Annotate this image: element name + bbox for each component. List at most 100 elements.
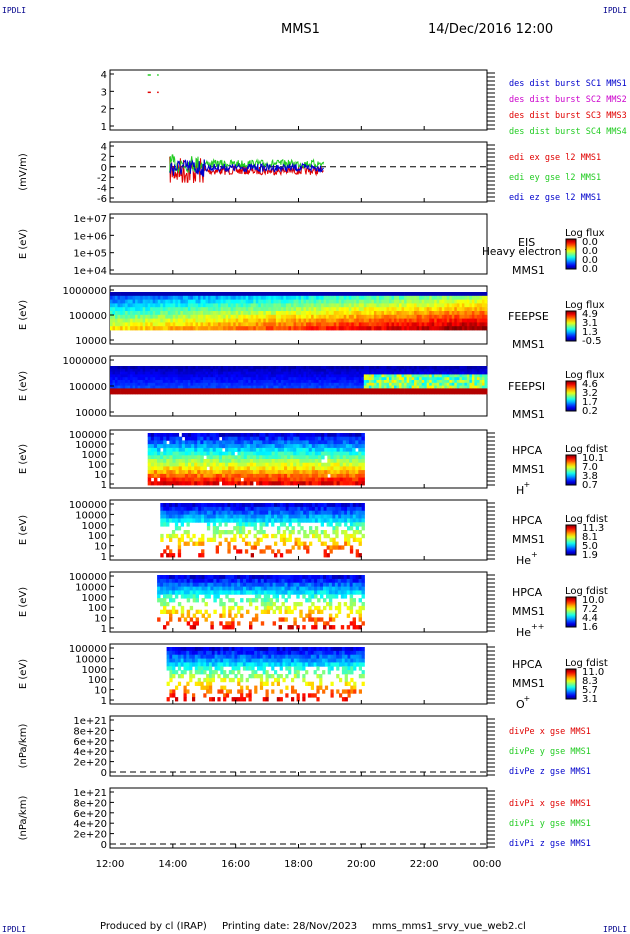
- panel-4-spec-cell: [182, 299, 186, 304]
- panel-5-spec-cell: [404, 388, 407, 392]
- panel-4-spec-cell: [346, 307, 350, 312]
- panel-4-spec-cell: [323, 322, 327, 327]
- panel-5-spec-cell: [469, 368, 473, 372]
- panel-7-spec-cell: [303, 506, 307, 512]
- panel-5-spec-cell: [270, 374, 274, 378]
- panel-4-spec-cell: [394, 299, 397, 304]
- panel-4-spec-cell: [115, 295, 118, 300]
- panel-5-spec-cell: [323, 371, 327, 375]
- panel-6-spec-cell: [157, 447, 161, 452]
- panel-6-spec-cell: [237, 451, 241, 456]
- panel-4-spec-cell: [348, 314, 352, 319]
- panel-5-spec-cell: [416, 382, 420, 386]
- panel-4-spec-cell: [328, 307, 332, 312]
- panel-5-spec-cell: [203, 388, 206, 392]
- panel-7-spec-cell: [282, 506, 287, 512]
- panel-7-spec-cell: [288, 533, 292, 539]
- panel-5-spec-cell: [346, 388, 350, 392]
- panel-5-spec-cell: [399, 374, 402, 378]
- panel-4-spec-cell: [233, 307, 237, 312]
- panel-6-spec-cell: [345, 436, 350, 441]
- panel-5-spec-cell: [456, 377, 460, 381]
- panel-6-spec-cell: [240, 440, 245, 445]
- panel-6-spec-cell: [271, 436, 276, 441]
- panel-8-spec-cell: [225, 582, 229, 587]
- panel-4-spec-cell: [409, 295, 412, 300]
- panel-4-spec-cell: [371, 322, 375, 327]
- panel-7-spec-cell: [344, 510, 348, 515]
- panel-5-spec-cell: [140, 377, 144, 381]
- panel-4-spec-cell: [321, 303, 324, 308]
- panel-4-spec-cell: [255, 299, 259, 304]
- panel-5-spec-cell: [162, 385, 166, 389]
- panel-4-spec-cell: [270, 295, 274, 300]
- panel-4-spec-cell: [285, 326, 289, 331]
- panel-4-spec-cell: [444, 326, 448, 331]
- panel-4-spec-cell: [482, 314, 485, 319]
- panel-5-spec-cell: [187, 391, 191, 395]
- panel-5-spec-cell: [296, 368, 299, 372]
- panel-4-spec-cell: [283, 314, 287, 319]
- panel-7-spec-cell: [195, 503, 199, 508]
- panel-4-spec-cell: [361, 322, 365, 327]
- panel-7-spec-cell: [344, 503, 348, 508]
- panel-6-spec-cell: [274, 444, 279, 449]
- panel-5-spec-cell: [200, 371, 204, 375]
- panel-4-spec-cell: [293, 299, 297, 304]
- panel-5-spec-cell: [285, 385, 289, 389]
- panel-7-spec-cell: [198, 514, 202, 519]
- panel-6-spec-cell: [181, 477, 186, 482]
- panel-7-spec-cell: [236, 503, 240, 508]
- panel-4-spec-cell: [208, 314, 211, 319]
- panel-4-spec-cell: [240, 295, 244, 300]
- panel-5-spec-cell: [313, 371, 317, 375]
- panel-4-spec-cell: [280, 292, 284, 297]
- panel-5-spec-cell: [288, 374, 292, 378]
- panel-7-spec-cell: [163, 510, 167, 515]
- panel-4-spec-cell: [386, 307, 390, 312]
- panel-7-spec-cell: [312, 533, 316, 539]
- panel-5-spec-cell: [248, 371, 252, 375]
- panel-4-spec-cell: [248, 295, 252, 300]
- panel-6-spec-cell: [197, 462, 201, 467]
- panel-4-spec-cell: [182, 322, 186, 327]
- panel-5-spec-cell: [112, 391, 116, 395]
- panel-6-spec-cell: [249, 455, 254, 460]
- panel-5-spec-cell: [416, 368, 420, 372]
- panel-6-spec-cell: [178, 477, 183, 482]
- panel-5-spec-cell: [484, 380, 488, 384]
- panel-8-spec-cell: [189, 594, 194, 599]
- panel-7-spec-cell: [247, 522, 252, 527]
- panel-5-spec-cell: [162, 377, 166, 381]
- panel-5-spec-cell: [213, 382, 216, 386]
- panel-5-spec-cell: [338, 366, 342, 370]
- panel-7-spec-cell: [358, 553, 362, 558]
- panel-5-spec-cell: [404, 385, 407, 389]
- panel-5-spec-cell: [394, 385, 397, 389]
- panel-6-spec-cell: [290, 444, 294, 449]
- panel-6-spec-cell: [188, 433, 192, 438]
- panel-6-spec-cell: [342, 462, 347, 467]
- panel-5-spec-cell: [112, 385, 116, 389]
- panel-5-spec-cell: [346, 368, 350, 372]
- panel-7-spec-cell: [344, 530, 348, 535]
- panel-4-spec-cell: [464, 292, 468, 297]
- panel-6-spec-cell: [361, 470, 365, 475]
- panel-4-spec-cell: [471, 292, 475, 297]
- panel-8-spec-cell: [213, 586, 217, 591]
- panel-4-spec-cell: [283, 295, 287, 300]
- panel-4-spec-cell: [132, 295, 136, 300]
- panel-7-spec-cell: [265, 506, 269, 512]
- panel-4-spec-cell: [265, 318, 269, 323]
- panel-5-spec-cell: [210, 377, 214, 381]
- panel-5-ytick-label: 100000: [69, 382, 107, 393]
- panel-6-spec-cell: [249, 447, 254, 452]
- panel-5-spec-cell: [213, 371, 216, 375]
- panel-8-spec-cell: [169, 590, 173, 595]
- panel-4-spec-cell: [474, 295, 478, 300]
- panel-6-spec-cell: [200, 477, 204, 482]
- panel-4-spec-cell: [155, 299, 159, 304]
- panel-6-spec-cell: [150, 462, 155, 467]
- panel-5-spec-cell: [142, 391, 146, 395]
- panel-4-spacecraft-label: MMS1: [512, 338, 545, 351]
